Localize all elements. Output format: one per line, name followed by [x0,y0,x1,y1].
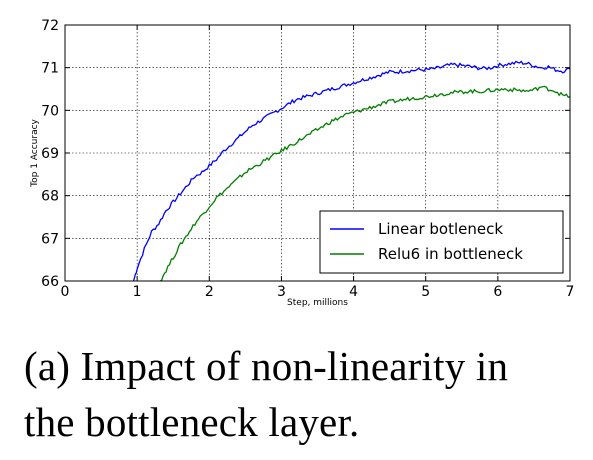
x-axis-label: Step, millions [287,298,348,308]
axes-frame [64,24,571,282]
x-tick-label: 0 [61,284,70,300]
x-tick-label: 1 [133,284,142,300]
y-tick-label: 68 [41,189,59,205]
legend-box [319,210,564,274]
plot-area [132,60,570,281]
x-tick-label: 6 [493,284,502,300]
caption-line-1: (a) Impact of non-linearity in [24,343,509,389]
x-tick-label: 7 [566,284,575,300]
series-line-linear-bottleneck [132,60,570,281]
x-tick-label: 2 [205,284,214,300]
legend-label: Linear botleneck [378,220,503,238]
y-tick-label: 72 [41,18,59,34]
axes [64,24,571,282]
y-tick-label: 71 [41,61,59,77]
y-tick-label: 67 [41,231,59,247]
caption-line-2: the bottleneck layer. [24,399,360,445]
legend: Linear botleneck Relu6 in bottleneck [319,210,564,274]
series-line-relu6-bottleneck [159,85,570,281]
y-tick-label: 70 [41,103,59,119]
y-tick-label: 66 [41,274,59,290]
x-tick-label: 5 [421,284,430,300]
figure-caption: (a) Impact of non-linearity in the bottl… [24,338,584,450]
y-tick-label: 69 [41,146,59,162]
x-tick-label: 3 [277,284,286,300]
y-axis-label: Top 1 Accuracy [30,118,40,187]
x-tick-label: 4 [349,284,358,300]
legend-label: Relu6 in bottleneck [378,245,523,263]
